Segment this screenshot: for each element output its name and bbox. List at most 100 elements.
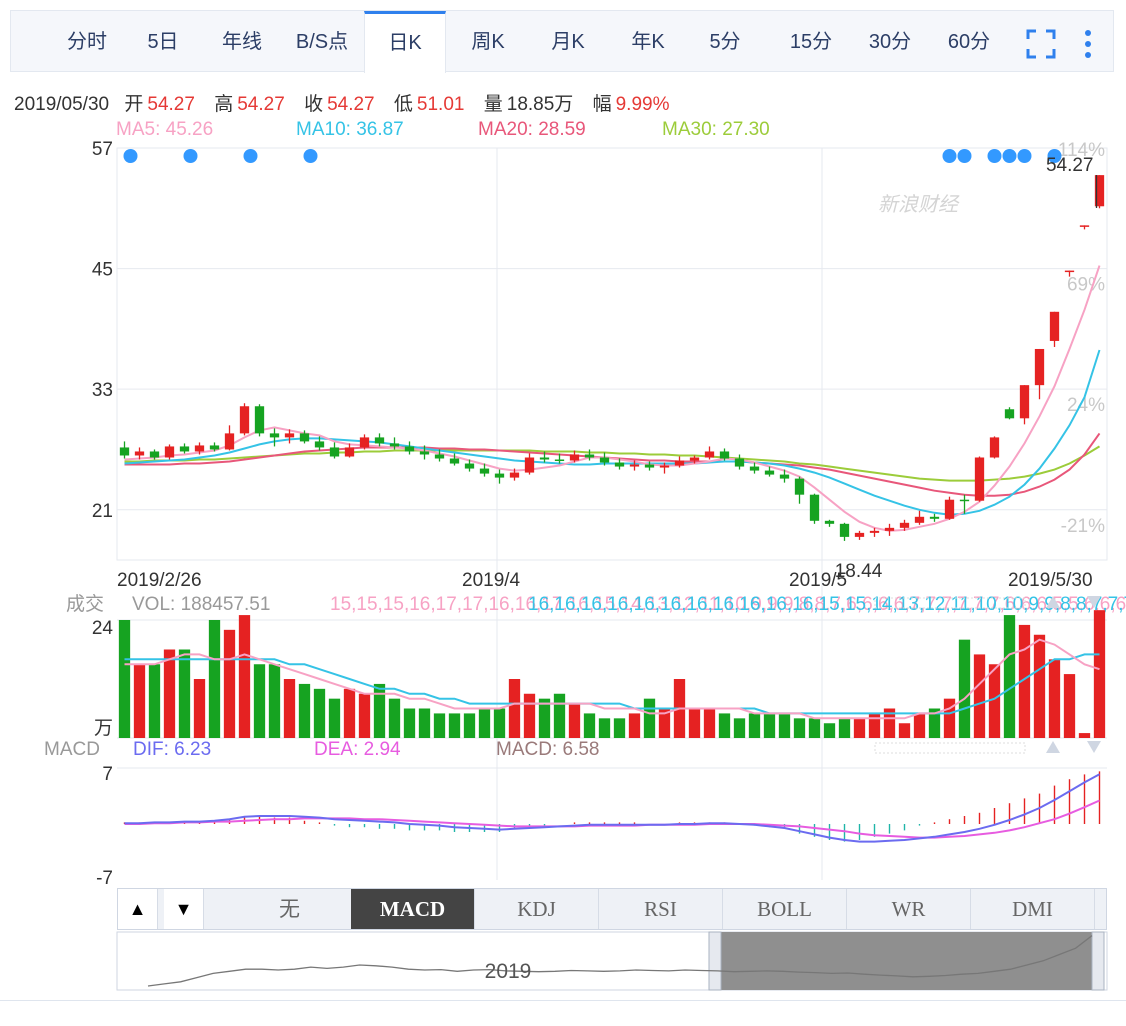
navigator-right-handle [1091, 931, 1105, 991]
candle-body [269, 433, 280, 438]
more-vertical-icon[interactable] [1073, 11, 1103, 73]
volume-bar [643, 698, 656, 738]
indicator-tab-4[interactable]: RSI [599, 889, 723, 929]
volume-bar [763, 713, 776, 738]
tab-4[interactable]: B/S点 [295, 31, 349, 53]
candle-body [854, 532, 865, 537]
volume-bar [448, 713, 461, 738]
volume-bar [1018, 624, 1031, 738]
tab-8[interactable]: 年K [631, 31, 665, 53]
ma10-line [124, 349, 1101, 516]
candle-body [869, 530, 880, 533]
volume-ma5-line [124, 638, 1100, 720]
candle-body [494, 473, 505, 478]
volume-bar [148, 664, 161, 738]
volume-bar [268, 664, 281, 738]
tab-3[interactable]: 年线 [222, 31, 262, 53]
volume-bar [418, 708, 431, 738]
volume-bar [658, 708, 671, 738]
indicator-tab-5[interactable]: BOLL [723, 889, 847, 929]
price-tick-label: 33 [92, 380, 113, 401]
volume-bar [118, 620, 131, 738]
kline-chart[interactable]: 5745332169%24%-21%114%新浪财经54.2718.442019… [0, 0, 1126, 888]
tab-12[interactable]: 60分 [947, 31, 991, 53]
volume-bar [718, 713, 731, 738]
high-value: 54.27 [237, 94, 285, 115]
candle-body [194, 445, 205, 452]
volume-bar [988, 664, 1001, 738]
bs-point-dot [183, 149, 198, 163]
volume-bar [343, 688, 356, 738]
candle-body [359, 437, 370, 448]
candle-body [569, 454, 580, 461]
low-value: 51.01 [416, 94, 465, 115]
fullscreen-icon[interactable] [1021, 11, 1061, 73]
candle-body [584, 454, 595, 458]
indicator-tab-3[interactable]: KDJ [475, 889, 599, 929]
date-axis-label: 2019/5/30 [1008, 570, 1093, 591]
volume-bar [853, 718, 866, 738]
tab-10[interactable]: 15分 [789, 31, 833, 53]
tab-5[interactable]: 日K [364, 11, 446, 73]
price-tick-label: 45 [92, 260, 113, 281]
volume-bar [283, 679, 296, 738]
volume-bar [733, 718, 746, 738]
candle-body [284, 433, 295, 438]
candle-body [149, 451, 160, 458]
volume-down-icon [1087, 596, 1101, 608]
candle-body [164, 446, 175, 458]
volume-bar [778, 713, 791, 738]
candle-body [1079, 225, 1090, 227]
candle-body [794, 478, 805, 495]
volume-bar [808, 718, 821, 738]
watermark-logo: 新浪财经 [878, 194, 960, 216]
candle-body [689, 457, 700, 461]
candle-body [644, 464, 655, 468]
tab-6[interactable]: 周K [471, 31, 505, 53]
candle-body [209, 445, 220, 450]
tab-11[interactable]: 30分 [868, 31, 912, 53]
volume-bar [928, 708, 941, 738]
bs-point-dot [987, 149, 1002, 163]
price-tick-label: 57 [92, 139, 113, 160]
date-axis-label: 2019/5 [789, 570, 847, 591]
bs-point-dot [1047, 149, 1062, 163]
candle-body [674, 460, 685, 466]
candle-body [914, 516, 925, 523]
volume-bar [1093, 610, 1106, 738]
volume-bar [478, 708, 491, 738]
candle-body [809, 494, 820, 521]
bs-point-dot [303, 149, 318, 163]
volume-bar [328, 698, 341, 738]
indicator-tab-1[interactable]: 无 [228, 889, 352, 929]
volume-label: 量 [483, 94, 503, 115]
volume-bar [703, 708, 716, 738]
indicator-down-button[interactable]: ▼ [164, 889, 204, 929]
volume-bar [1048, 659, 1061, 738]
volume-ma5-legend: 15,15,15,16,17,17,16,16,17,16,15,14,13,1… [330, 594, 1126, 615]
quote-info: 2019/05/30 开 54.27 高 54.27 收 54.27 低 51.01 量… [14, 89, 683, 116]
indicator-up-button[interactable]: ▲ [118, 889, 158, 929]
volume-bar [193, 679, 206, 738]
volume-unit-label: 万 [94, 718, 113, 739]
indicator-tab-7[interactable]: DMI [971, 889, 1095, 929]
indicator-tab-2[interactable]: MACD [351, 889, 475, 929]
tab-1[interactable]: 分时 [67, 31, 107, 53]
candle-body [929, 516, 940, 519]
low-label: 低 [393, 94, 413, 115]
tab-9[interactable]: 5分 [709, 31, 741, 53]
tab-2[interactable]: 5日 [147, 31, 179, 53]
indicator-tab-6[interactable]: WR [847, 889, 971, 929]
candle-body [539, 457, 550, 460]
range-navigator[interactable]: 2019 [0, 928, 1126, 998]
volume-bar [958, 639, 971, 738]
change-value: 9.99% [615, 94, 670, 115]
volume-bar [523, 693, 536, 738]
volume-bar [433, 713, 446, 738]
volume-bar [313, 688, 326, 738]
date-axis-label: 2019/4 [462, 570, 521, 591]
pct-tick-label: 114% [1058, 140, 1105, 161]
tab-7[interactable]: 月K [551, 31, 585, 53]
pct-tick-label: -21% [1061, 516, 1105, 537]
volume-bar [493, 708, 506, 738]
